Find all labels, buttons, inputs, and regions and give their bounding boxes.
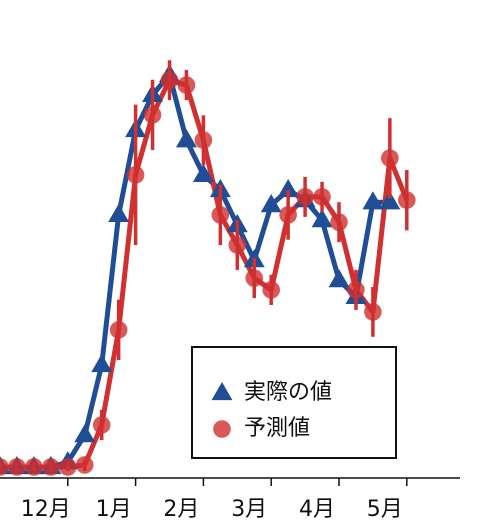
circle-marker [313, 188, 331, 206]
triangle-marker [328, 269, 350, 288]
circle-marker [42, 458, 60, 476]
legend-label: 実際の値 [244, 380, 332, 405]
circle-marker [8, 458, 26, 476]
circle-marker [25, 458, 43, 476]
circle-marker [245, 269, 264, 287]
circle-marker [0, 458, 9, 476]
circle-marker [330, 213, 348, 231]
circle-marker [279, 206, 297, 224]
triangle-marker [108, 203, 130, 222]
triangle-marker [260, 194, 282, 213]
triangle-marker [277, 178, 299, 198]
circle-marker [211, 206, 230, 224]
x-tick-label: 4月 [299, 497, 335, 522]
triangle-marker [176, 129, 197, 148]
circle-marker [262, 281, 281, 299]
circle-marker [143, 106, 162, 124]
circle-marker [381, 149, 399, 167]
triangle-marker [74, 424, 96, 443]
triangle-marker [379, 191, 401, 210]
circle-marker [75, 456, 94, 474]
legend-box [191, 346, 397, 459]
circle-marker [296, 188, 314, 206]
triangle-marker [311, 209, 333, 228]
legend-label: 予測値 [244, 416, 310, 441]
x-tick-label: 2月 [163, 497, 199, 522]
circle-marker [398, 191, 416, 209]
triangle-marker [192, 163, 214, 183]
x-tick-label: 5月 [367, 497, 403, 522]
circle-marker [59, 458, 77, 476]
circle-marker [228, 236, 247, 254]
triangle-marker [211, 382, 233, 401]
x-tick-label: 1月 [96, 497, 132, 522]
triangle-marker [362, 191, 384, 210]
circle-marker [126, 166, 145, 184]
circle-marker [160, 71, 179, 89]
triangle-marker [91, 353, 113, 373]
x-tick-label: 12月 [21, 497, 71, 522]
circle-marker [364, 303, 382, 321]
x-tick-label: 3月 [231, 497, 267, 522]
circle-marker [213, 420, 231, 438]
circle-marker [109, 321, 128, 339]
circle-marker [194, 131, 213, 149]
circle-marker [347, 281, 365, 299]
circle-marker [177, 76, 196, 94]
circle-marker [92, 416, 111, 434]
